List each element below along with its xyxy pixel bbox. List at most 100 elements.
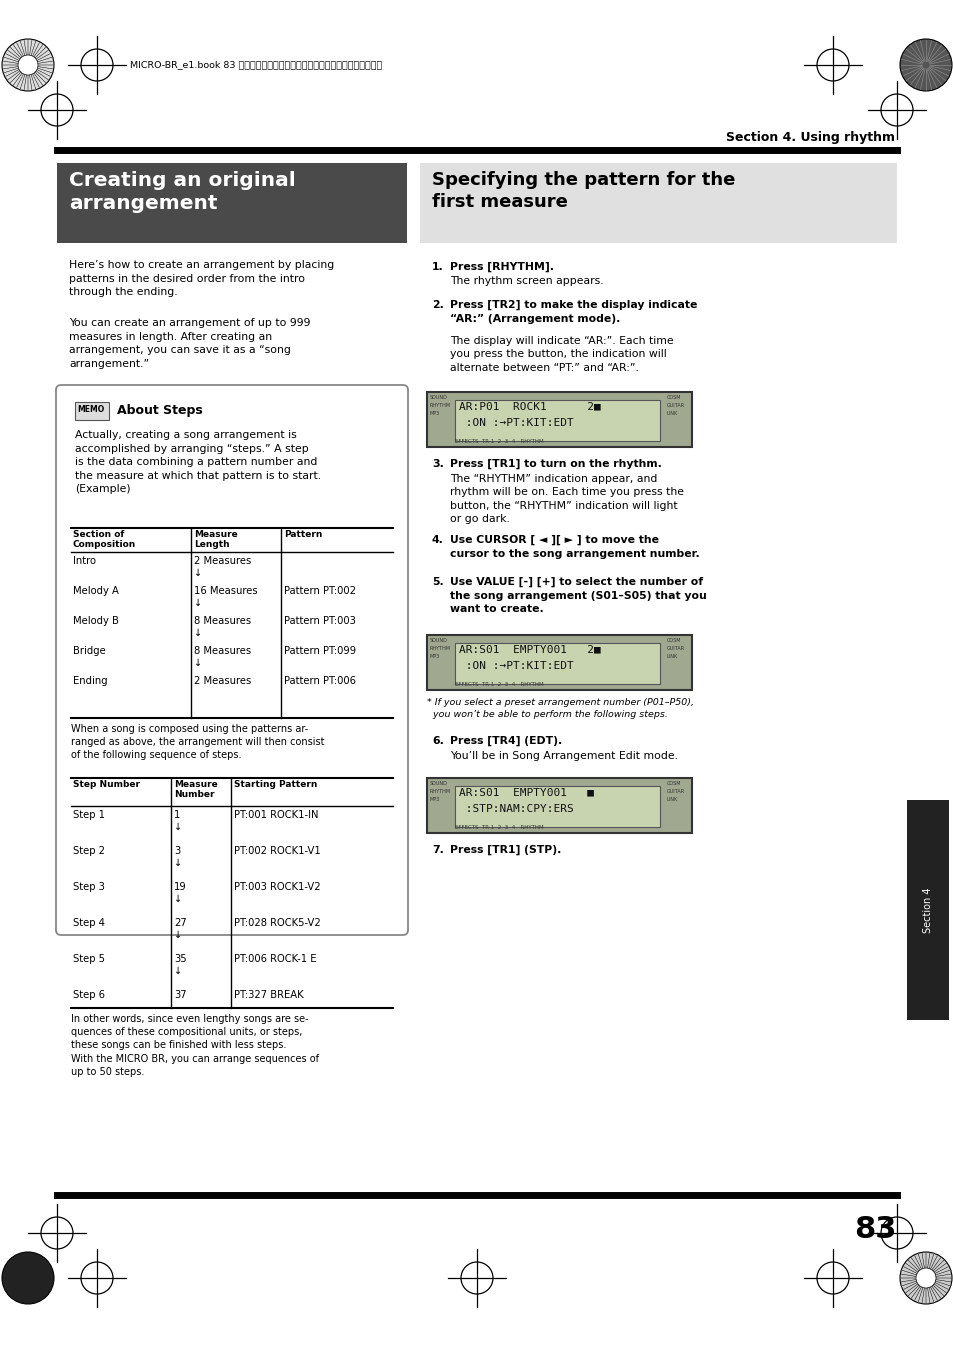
Bar [906, 799, 948, 1020]
Text: The “RHYTHM” indication appear, and
rhythm will be on. Each time you press the
b: The “RHYTHM” indication appear, and rhyt… [450, 474, 683, 524]
Text: Step 2: Step 2 [73, 847, 105, 856]
Text: RHYTHM: RHYTHM [430, 403, 451, 408]
Text: Use VALUE [-] [+] to select the number of
the song arrangement (S01–S05) that yo: Use VALUE [-] [+] to select the number o… [450, 577, 706, 613]
Text: PT:001 ROCK1-IN: PT:001 ROCK1-IN [233, 810, 318, 820]
Text: :ON :→PT:KIT:EDT: :ON :→PT:KIT:EDT [458, 661, 573, 671]
Text: EFFECTS  TR 1  2  3  4   RHYTHM: EFFECTS TR 1 2 3 4 RHYTHM [455, 682, 543, 687]
FancyBboxPatch shape [56, 386, 408, 936]
Text: Step 5: Step 5 [73, 954, 105, 964]
Text: 2 Measures: 2 Measures [193, 675, 251, 686]
Text: You can create an arrangement of up to 999
measures in length. After creating an: You can create an arrangement of up to 9… [69, 318, 310, 369]
Text: The rhythm screen appears.: The rhythm screen appears. [450, 276, 603, 286]
Text: Section 4: Section 4 [923, 887, 932, 933]
Text: ↓: ↓ [193, 628, 202, 638]
Circle shape [2, 1252, 54, 1304]
Text: AR:P01  ROCK1      2■: AR:P01 ROCK1 2■ [458, 400, 600, 411]
Text: :STP:NAM:CPY:ERS: :STP:NAM:CPY:ERS [458, 803, 573, 814]
Text: LINK: LINK [666, 797, 678, 802]
Text: 16 Measures: 16 Measures [193, 586, 257, 596]
Bar [455, 643, 659, 683]
Text: Melody B: Melody B [73, 616, 119, 625]
Text: GUITAR: GUITAR [666, 403, 684, 408]
Text: Use CURSOR [ ◄ ][ ► ] to move the
cursor to the song arrangement number.: Use CURSOR [ ◄ ][ ► ] to move the cursor… [450, 535, 699, 558]
Text: Starting Pattern: Starting Pattern [233, 780, 317, 789]
Text: 4.: 4. [432, 535, 443, 545]
Text: 27: 27 [173, 918, 187, 927]
Text: MP3: MP3 [430, 411, 439, 417]
Text: 83: 83 [854, 1215, 896, 1244]
Text: Section of
Composition: Section of Composition [73, 530, 136, 550]
Text: About Steps: About Steps [117, 404, 203, 417]
Text: PT:003 ROCK1-V2: PT:003 ROCK1-V2 [233, 882, 320, 892]
Text: Pattern PT:006: Pattern PT:006 [284, 675, 355, 686]
Text: Pattern PT:003: Pattern PT:003 [284, 616, 355, 625]
Text: ↓: ↓ [173, 967, 182, 976]
Text: 8 Measures: 8 Measures [193, 646, 251, 656]
Text: 3.: 3. [432, 460, 443, 469]
Text: COSM: COSM [666, 395, 680, 400]
Bar [427, 392, 691, 448]
Text: ↓: ↓ [173, 894, 182, 905]
Text: EFFECTS  TR 1  2  3  4   RHYTHM: EFFECTS TR 1 2 3 4 RHYTHM [455, 825, 543, 830]
Bar [57, 163, 407, 243]
Text: Here’s how to create an arrangement by placing
patterns in the desired order fro: Here’s how to create an arrangement by p… [69, 260, 334, 297]
Text: PT:006 ROCK-1 E: PT:006 ROCK-1 E [233, 954, 316, 964]
Text: MP3: MP3 [430, 654, 439, 659]
Text: :ON :→PT:KIT:EDT: :ON :→PT:KIT:EDT [458, 418, 573, 429]
Text: In other words, since even lengthy songs are se-
quences of these compositional : In other words, since even lengthy songs… [71, 1014, 318, 1077]
Text: 2.: 2. [432, 301, 443, 310]
Text: ↓: ↓ [173, 822, 182, 832]
Text: Intro: Intro [73, 555, 96, 566]
Text: 1: 1 [173, 810, 180, 820]
Text: Step Number: Step Number [73, 780, 140, 789]
Text: PT:028 ROCK5-V2: PT:028 ROCK5-V2 [233, 918, 320, 927]
Text: LINK: LINK [666, 411, 678, 417]
Text: Melody A: Melody A [73, 586, 119, 596]
Text: Press [TR2] to make the display indicate
“AR:” (Arrangement mode).: Press [TR2] to make the display indicate… [450, 301, 697, 324]
Bar [455, 400, 659, 441]
Text: ↓: ↓ [193, 658, 202, 669]
Text: Step 4: Step 4 [73, 918, 105, 927]
Text: SOUND: SOUND [430, 395, 447, 400]
Text: The display will indicate “AR:”. Each time
you press the button, the indication : The display will indicate “AR:”. Each ti… [450, 336, 673, 372]
Text: Specifying the pattern for the
first measure: Specifying the pattern for the first mea… [432, 171, 735, 212]
Text: 6.: 6. [432, 736, 443, 745]
Text: ↓: ↓ [193, 599, 202, 608]
Text: * If you select a preset arrangement number (P01–P50),
  you won’t be able to pe: * If you select a preset arrangement num… [427, 698, 693, 718]
Bar [455, 786, 659, 828]
Text: Step 3: Step 3 [73, 882, 105, 892]
Text: GUITAR: GUITAR [666, 789, 684, 794]
Text: Measure
Number: Measure Number [173, 780, 217, 799]
Text: RHYTHM: RHYTHM [430, 789, 451, 794]
Text: COSM: COSM [666, 780, 680, 786]
Text: Step 1: Step 1 [73, 810, 105, 820]
Text: COSM: COSM [666, 638, 680, 643]
Bar [75, 402, 109, 421]
Text: Ending: Ending [73, 675, 108, 686]
Text: PT:327 BREAK: PT:327 BREAK [233, 989, 303, 1000]
Text: AR:S01  EMPTY001   2■: AR:S01 EMPTY001 2■ [458, 644, 600, 654]
Bar [419, 163, 896, 243]
Text: Pattern PT:099: Pattern PT:099 [284, 646, 355, 656]
Text: SOUND: SOUND [430, 780, 447, 786]
Bar [427, 635, 691, 690]
Text: MICRO-BR_e1.book 83 ページ　２００６年８月１日　火曜日　午後１２時６分: MICRO-BR_e1.book 83 ページ ２００６年８月１日 火曜日 午後… [130, 61, 382, 70]
Text: 1.: 1. [432, 262, 443, 272]
Text: Step 6: Step 6 [73, 989, 105, 1000]
Circle shape [899, 1252, 951, 1304]
Text: LINK: LINK [666, 654, 678, 659]
Text: 37: 37 [173, 989, 187, 1000]
Text: ↓: ↓ [193, 568, 202, 578]
Text: GUITAR: GUITAR [666, 646, 684, 651]
Text: 5.: 5. [432, 577, 443, 586]
Text: Measure
Length: Measure Length [193, 530, 237, 550]
Text: Pattern: Pattern [284, 530, 322, 539]
Text: Creating an original
arrangement: Creating an original arrangement [69, 171, 295, 213]
Text: Actually, creating a song arrangement is
accomplished by arranging “steps.” A st: Actually, creating a song arrangement is… [75, 430, 321, 495]
Text: Bridge: Bridge [73, 646, 106, 656]
Text: ↓: ↓ [173, 857, 182, 868]
Text: MEMO: MEMO [77, 404, 104, 414]
Text: 3: 3 [173, 847, 180, 856]
Text: 8 Measures: 8 Measures [193, 616, 251, 625]
Text: SOUND: SOUND [430, 638, 447, 643]
